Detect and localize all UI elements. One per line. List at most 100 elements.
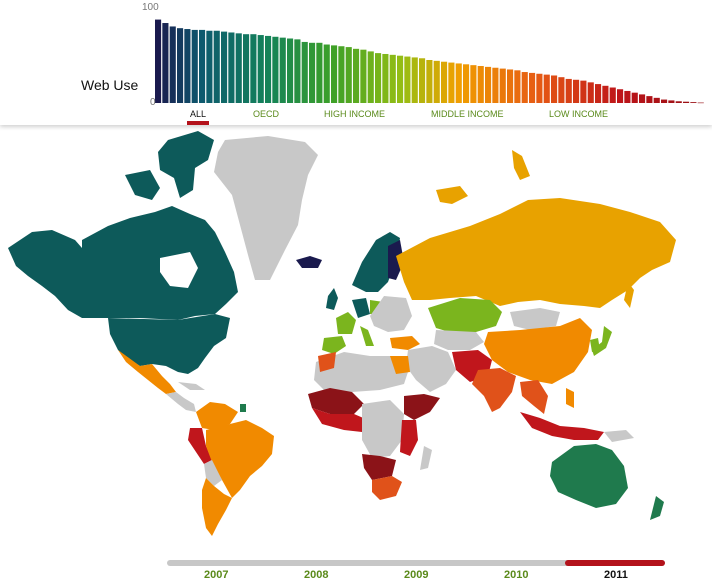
bar[interactable] (433, 60, 440, 103)
country-iceland[interactable] (296, 256, 322, 268)
bar[interactable] (470, 65, 477, 103)
country-west-africa[interactable] (312, 408, 368, 432)
bar[interactable] (221, 31, 228, 103)
country-india[interactable] (472, 368, 516, 412)
country-guyana[interactable] (240, 404, 246, 412)
bar[interactable] (206, 30, 213, 103)
bar[interactable] (455, 63, 462, 103)
bar[interactable] (514, 70, 521, 103)
country-mexico[interactable] (118, 350, 176, 394)
bar[interactable] (602, 85, 609, 103)
country-russia-islands-b[interactable] (512, 150, 530, 180)
country-philippines[interactable] (566, 388, 574, 408)
bar[interactable] (191, 29, 198, 103)
country-peru[interactable] (188, 428, 212, 464)
country-cuba[interactable] (178, 382, 205, 390)
bar[interactable] (331, 45, 338, 103)
bar[interactable] (389, 54, 396, 103)
bar[interactable] (155, 19, 162, 103)
country-sakhalin[interactable] (624, 282, 634, 308)
country-canada-islands[interactable] (158, 131, 214, 198)
bar[interactable] (661, 99, 668, 103)
bar[interactable] (169, 26, 176, 103)
bar[interactable] (690, 102, 697, 103)
country-southeast-asia[interactable] (520, 380, 548, 414)
country-uk[interactable] (326, 288, 338, 310)
country-bolivia[interactable] (204, 460, 222, 486)
bar[interactable] (485, 66, 492, 103)
bar[interactable] (646, 96, 653, 103)
filter-low-income[interactable]: LOW INCOME (549, 109, 609, 119)
bar[interactable] (558, 77, 565, 103)
bar[interactable] (668, 100, 675, 103)
country-eastern-europe[interactable] (370, 296, 412, 332)
country-morocco[interactable] (318, 352, 336, 372)
country-usa[interactable] (108, 314, 230, 374)
bar[interactable] (338, 46, 345, 103)
bar[interactable] (536, 73, 543, 103)
country-png[interactable] (604, 430, 634, 442)
country-new-zealand[interactable] (650, 496, 664, 520)
country-greenland[interactable] (214, 136, 318, 280)
country-horn-of-africa[interactable] (404, 394, 440, 420)
bar[interactable] (243, 34, 250, 104)
bar[interactable] (177, 28, 184, 103)
bar[interactable] (279, 37, 286, 103)
bar[interactable] (521, 72, 528, 103)
filter-middle-income[interactable]: MIDDLE INCOME (431, 109, 504, 119)
bar[interactable] (250, 34, 257, 104)
bar[interactable] (360, 49, 367, 103)
bar[interactable] (184, 29, 191, 103)
bar[interactable] (301, 41, 308, 103)
country-central-africa[interactable] (362, 400, 404, 458)
bar[interactable] (309, 42, 316, 103)
bar[interactable] (551, 75, 558, 103)
country-egypt[interactable] (390, 356, 410, 374)
year-2007[interactable]: 2007 (204, 569, 229, 581)
country-angola-zambia[interactable] (362, 454, 396, 480)
country-north-africa[interactable] (314, 352, 410, 392)
country-central-asia[interactable] (434, 330, 484, 350)
bar[interactable] (367, 51, 374, 103)
country-japan[interactable] (592, 326, 612, 356)
bar[interactable] (323, 44, 330, 103)
country-mongolia[interactable] (510, 308, 560, 330)
bar[interactable] (375, 53, 382, 103)
country-colombia-venezuela[interactable] (196, 402, 238, 430)
bar[interactable] (294, 39, 301, 103)
country-spain[interactable] (322, 336, 346, 354)
bar[interactable] (587, 82, 594, 103)
country-southern-africa[interactable] (372, 476, 402, 500)
bar[interactable] (617, 89, 624, 103)
country-madagascar[interactable] (420, 446, 432, 470)
bar[interactable] (609, 87, 616, 103)
bar[interactable] (419, 58, 426, 103)
bar[interactable] (543, 74, 550, 103)
bar[interactable] (426, 60, 433, 103)
bar[interactable] (463, 64, 470, 103)
bar[interactable] (565, 78, 572, 103)
bar[interactable] (382, 53, 389, 103)
bar[interactable] (631, 92, 638, 103)
bar[interactable] (272, 36, 279, 103)
bar[interactable] (213, 30, 220, 103)
bar[interactable] (492, 67, 499, 103)
year-2008[interactable]: 2008 (304, 569, 329, 581)
bar[interactable] (697, 102, 704, 104)
year-2009[interactable]: 2009 (404, 569, 429, 581)
bar[interactable] (683, 101, 690, 103)
bar[interactable] (507, 69, 514, 103)
bar[interactable] (316, 42, 323, 103)
country-argentina-chile[interactable] (202, 478, 232, 536)
country-middle-east[interactable] (406, 346, 456, 392)
bar[interactable] (404, 56, 411, 103)
country-brazil[interactable] (206, 420, 274, 498)
country-alaska[interactable] (8, 230, 82, 318)
bar[interactable] (477, 66, 484, 103)
bar[interactable] (353, 48, 360, 103)
bar[interactable] (199, 29, 206, 103)
timeline-track[interactable] (167, 560, 665, 566)
bar[interactable] (287, 38, 294, 104)
bar[interactable] (595, 84, 602, 103)
bar[interactable] (529, 72, 536, 103)
